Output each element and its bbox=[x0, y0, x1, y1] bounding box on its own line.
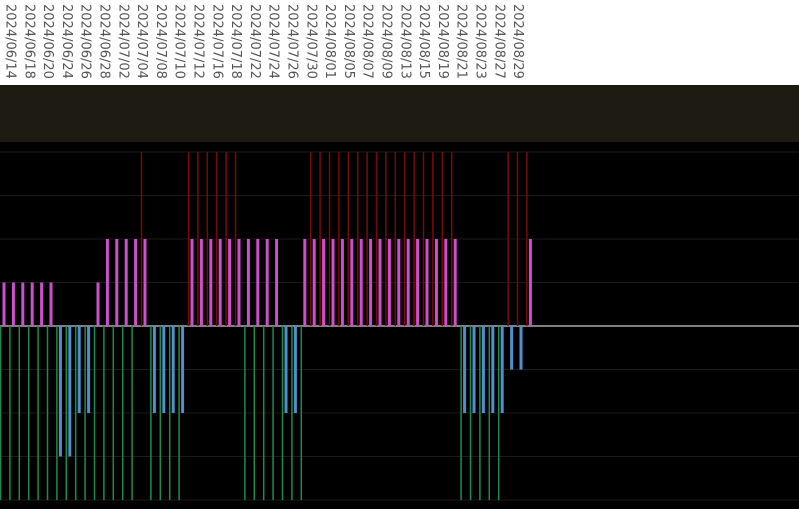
x-tick-label: 2024/06/24 bbox=[59, 4, 74, 79]
bar bbox=[387, 239, 391, 326]
bar bbox=[256, 239, 260, 326]
bar bbox=[40, 282, 44, 326]
bar bbox=[284, 326, 288, 413]
x-tick-label: 2024/08/29 bbox=[510, 4, 525, 79]
x-tick-label: 2024/07/12 bbox=[191, 4, 206, 79]
x-tick-label: 2024/07/04 bbox=[134, 4, 149, 79]
bar bbox=[11, 282, 15, 326]
x-tick-label: 2024/08/27 bbox=[491, 4, 506, 79]
x-tick-label: 2024/08/01 bbox=[322, 4, 337, 79]
bar bbox=[340, 239, 344, 326]
bar bbox=[190, 239, 194, 326]
bar bbox=[510, 326, 514, 370]
bar bbox=[481, 326, 485, 413]
bar bbox=[77, 326, 81, 413]
x-tick-label: 2024/08/13 bbox=[397, 4, 412, 79]
bar bbox=[115, 239, 119, 326]
bar bbox=[124, 239, 128, 326]
x-tick-label: 2024/08/23 bbox=[473, 4, 488, 79]
x-tick-label: 2024/08/07 bbox=[360, 4, 375, 79]
bar bbox=[416, 239, 420, 326]
bar bbox=[152, 326, 156, 413]
bar bbox=[528, 239, 532, 326]
bar bbox=[500, 326, 504, 413]
x-tick-label: 2024/07/26 bbox=[285, 4, 300, 79]
x-tick-label: 2024/06/28 bbox=[97, 4, 112, 79]
bar bbox=[181, 326, 185, 413]
bar bbox=[472, 326, 476, 413]
x-tick-label: 2024/07/24 bbox=[266, 4, 281, 79]
bar bbox=[58, 326, 62, 457]
bar bbox=[87, 326, 91, 413]
x-tick-label: 2024/06/20 bbox=[40, 4, 55, 79]
bar bbox=[21, 282, 25, 326]
x-tick-label: 2024/07/10 bbox=[172, 4, 187, 79]
bar bbox=[228, 239, 232, 326]
bar bbox=[275, 239, 279, 326]
x-tick-label: 2024/08/09 bbox=[379, 4, 394, 79]
bar bbox=[162, 326, 166, 413]
bar bbox=[105, 239, 109, 326]
bar bbox=[312, 239, 316, 326]
bar bbox=[519, 326, 523, 370]
x-tick-label: 2024/08/19 bbox=[435, 4, 450, 79]
x-tick-label: 2024/06/18 bbox=[21, 4, 36, 79]
bar bbox=[265, 239, 269, 326]
bar bbox=[218, 239, 222, 326]
bar bbox=[134, 239, 138, 326]
bar bbox=[397, 239, 401, 326]
bar bbox=[491, 326, 495, 413]
x-tick-label: 2024/07/30 bbox=[303, 4, 318, 79]
bar bbox=[96, 282, 100, 326]
bar bbox=[444, 239, 448, 326]
x-tick-label: 2024/07/02 bbox=[115, 4, 130, 79]
bar bbox=[30, 282, 34, 326]
bar bbox=[463, 326, 467, 413]
bar bbox=[453, 239, 457, 326]
bar bbox=[171, 326, 175, 413]
x-tick-label: 2024/07/22 bbox=[247, 4, 262, 79]
bar bbox=[246, 239, 250, 326]
bar bbox=[199, 239, 203, 326]
bar bbox=[68, 326, 72, 457]
bar bbox=[237, 239, 241, 326]
bar bbox=[209, 239, 213, 326]
x-tick-label: 2024/08/05 bbox=[341, 4, 356, 79]
bar bbox=[322, 239, 326, 326]
x-tick-label: 2024/07/08 bbox=[153, 4, 168, 79]
x-tick-label: 2024/06/26 bbox=[78, 4, 93, 79]
x-tick-label: 2024/07/16 bbox=[209, 4, 224, 79]
x-tick-label: 2024/08/21 bbox=[454, 4, 469, 79]
bar bbox=[331, 239, 335, 326]
bar bbox=[425, 239, 429, 326]
bar bbox=[378, 239, 382, 326]
bar bbox=[143, 239, 147, 326]
bar bbox=[49, 282, 53, 326]
date-header bbox=[0, 0, 799, 85]
bar bbox=[2, 282, 6, 326]
bar bbox=[434, 239, 438, 326]
x-tick-label: 2024/07/18 bbox=[228, 4, 243, 79]
x-tick-label: 2024/08/15 bbox=[416, 4, 431, 79]
bar bbox=[369, 239, 373, 326]
bar bbox=[406, 239, 410, 326]
bar bbox=[303, 239, 307, 326]
bar bbox=[359, 239, 363, 326]
x-tick-label: 2024/06/14 bbox=[3, 4, 18, 79]
top-band bbox=[0, 85, 799, 142]
bar bbox=[350, 239, 354, 326]
bar bbox=[293, 326, 297, 413]
